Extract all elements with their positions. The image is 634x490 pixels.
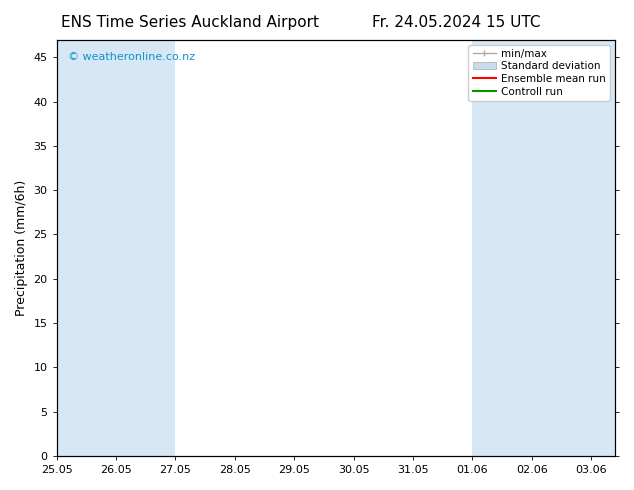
Bar — [56, 40, 176, 456]
Text: ENS Time Series Auckland Airport: ENS Time Series Auckland Airport — [61, 15, 319, 30]
Y-axis label: Precipitation (mm/6h): Precipitation (mm/6h) — [15, 180, 28, 316]
Text: Fr. 24.05.2024 15 UTC: Fr. 24.05.2024 15 UTC — [372, 15, 541, 30]
Text: © weatheronline.co.nz: © weatheronline.co.nz — [68, 52, 195, 62]
Bar — [472, 40, 615, 456]
Legend: min/max, Standard deviation, Ensemble mean run, Controll run: min/max, Standard deviation, Ensemble me… — [469, 45, 610, 101]
